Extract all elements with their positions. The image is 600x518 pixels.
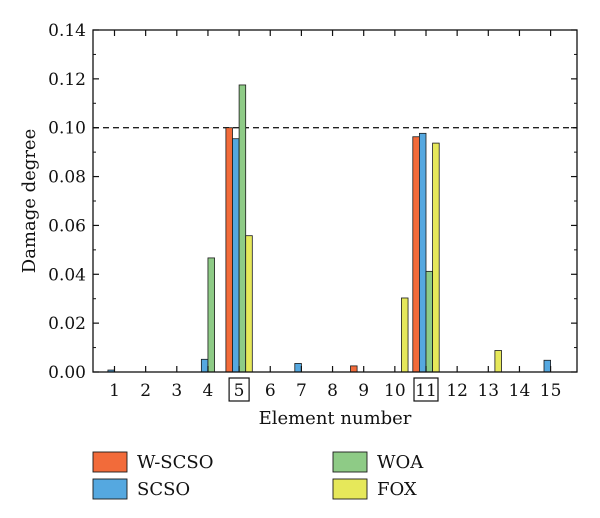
bar-fox-11 (432, 142, 440, 373)
y-tick-label: 0.10 (48, 119, 86, 139)
bar-w-scso-5 (225, 127, 233, 373)
bar-fox-5 (245, 235, 253, 373)
y-tick-label: 0.04 (48, 265, 86, 285)
y-tick-label: 0.02 (48, 314, 86, 334)
legend-label-w-scso: W-SCSO (137, 452, 213, 473)
x-tick-label-13: 13 (477, 381, 499, 401)
legend-swatch-w-scso (92, 451, 128, 473)
x-tick-label-15: 15 (540, 381, 562, 401)
bar-w-scso-9 (350, 365, 358, 373)
x-tick-label-2: 2 (140, 381, 151, 401)
x-tick-label-box-5 (228, 377, 250, 402)
x-tick-label-8: 8 (327, 381, 338, 401)
bar-scso-11 (418, 132, 427, 373)
x-tick-label-9: 9 (358, 381, 369, 401)
bar-fox-13 (494, 350, 502, 373)
x-tick-label-7: 7 (296, 381, 307, 401)
x-tick-label-3: 3 (171, 381, 182, 401)
legend-swatch-scso (92, 478, 128, 500)
y-tick-label: 0.08 (48, 168, 86, 188)
y-tick-label: 0.12 (48, 70, 86, 90)
x-axis-title: Element number (259, 408, 412, 429)
plot-frame (92, 29, 578, 373)
legend-label-woa: WOA (377, 452, 424, 473)
legend-label-scso: SCSO (137, 479, 190, 500)
x-tick-label-5: 5 (234, 381, 245, 401)
y-tick-label: 0.00 (48, 363, 86, 383)
bar-woa-5 (238, 84, 247, 373)
legend-label-fox: FOX (377, 479, 417, 500)
x-tick-label-4: 4 (203, 381, 214, 401)
y-axis-title: Damage degree (19, 129, 40, 273)
y-tick-label: 0.14 (48, 21, 86, 41)
bar-scso-5 (232, 138, 240, 373)
legend-swatch-woa (332, 451, 368, 473)
bar-scso-15 (543, 359, 551, 373)
y-tick-label: 0.06 (48, 216, 86, 236)
x-tick-label-6: 6 (265, 381, 276, 401)
bar-fox-10 (401, 297, 409, 373)
bar-scso-7 (294, 363, 302, 373)
x-tick-label-box-11 (413, 377, 439, 402)
bar-scso-4 (200, 358, 209, 373)
x-tick-label-1: 1 (109, 381, 120, 401)
bar-woa-4 (207, 257, 215, 373)
bar-woa-11 (425, 270, 433, 373)
x-tick-label-10: 10 (384, 381, 406, 401)
x-tick-label-14: 14 (509, 381, 531, 401)
x-tick-label-11: 11 (415, 381, 437, 401)
bar-w-scso-11 (412, 136, 420, 373)
x-tick-label-12: 12 (446, 381, 468, 401)
legend-swatch-fox (332, 478, 368, 500)
